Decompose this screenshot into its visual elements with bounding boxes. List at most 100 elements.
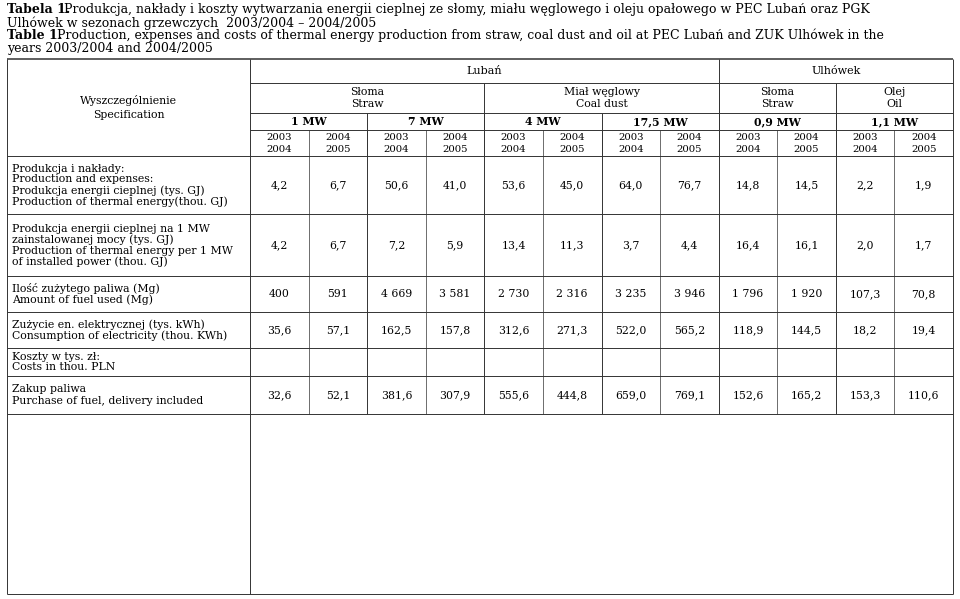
Text: 6,7: 6,7 [329,180,347,190]
Text: 2004: 2004 [677,132,702,141]
Text: Purchase of fuel, delivery included: Purchase of fuel, delivery included [12,395,204,406]
Text: 2003: 2003 [618,132,643,141]
Text: 381,6: 381,6 [381,390,412,400]
Text: Lubań: Lubań [467,66,502,76]
Text: 153,3: 153,3 [850,390,881,400]
Text: 3 581: 3 581 [440,289,470,299]
Text: 2005: 2005 [560,144,585,153]
Text: 5,9: 5,9 [446,240,464,250]
Text: 271,3: 271,3 [557,325,588,335]
Text: 50,6: 50,6 [384,180,409,190]
Text: 152,6: 152,6 [732,390,763,400]
Text: 4 669: 4 669 [381,289,412,299]
Text: 2004: 2004 [384,144,409,153]
Text: years 2003/2004 and 2004/2005: years 2003/2004 and 2004/2005 [7,42,213,55]
Text: 555,6: 555,6 [498,390,529,400]
Text: Ulhówek w sezonach grzewczych  2003/2004 – 2004/2005: Ulhówek w sezonach grzewczych 2003/2004 … [7,16,376,29]
Text: Tabela 1.: Tabela 1. [7,3,70,16]
Text: 1,9: 1,9 [915,180,932,190]
Text: 17,5 MW: 17,5 MW [633,116,687,127]
Text: 2005: 2005 [677,144,702,153]
Text: Production and expenses:: Production and expenses: [12,174,154,184]
Text: 3 946: 3 946 [674,289,705,299]
Text: 2 730: 2 730 [498,289,529,299]
Text: 2004: 2004 [735,144,760,153]
Text: 400: 400 [269,289,290,299]
Text: 659,0: 659,0 [615,390,646,400]
Text: Table 1.: Table 1. [7,29,62,42]
Text: 107,3: 107,3 [850,289,881,299]
Text: 2005: 2005 [794,144,819,153]
Text: 41,0: 41,0 [443,180,468,190]
Text: Wyszczególnienie: Wyszczególnienie [80,95,177,106]
Text: Zużycie en. elektrycznej (tys. kWh): Zużycie en. elektrycznej (tys. kWh) [12,319,204,330]
Text: 4,4: 4,4 [681,240,698,250]
Text: 2003: 2003 [384,132,409,141]
Text: 2004: 2004 [501,144,526,153]
Text: 2,0: 2,0 [856,240,874,250]
Text: Production of thermal energy(thou. GJ): Production of thermal energy(thou. GJ) [12,196,228,207]
Text: 2003: 2003 [267,132,292,141]
Text: Koszty w tys. zł:: Koszty w tys. zł: [12,352,100,362]
Text: Słoma
Straw: Słoma Straw [760,87,794,109]
Text: Production, expenses and costs of thermal energy production from straw, coal dus: Production, expenses and costs of therma… [53,29,884,43]
Text: 3,7: 3,7 [622,240,639,250]
Text: 53,6: 53,6 [501,180,526,190]
Text: 35,6: 35,6 [267,325,292,335]
Text: 2004: 2004 [325,132,350,141]
Text: Produkcja energii cieplnej (tys. GJ): Produkcja energii cieplnej (tys. GJ) [12,185,204,196]
Text: 1 796: 1 796 [732,289,763,299]
Text: 4,2: 4,2 [271,180,288,190]
Text: 18,2: 18,2 [852,325,877,335]
Text: 769,1: 769,1 [674,390,705,400]
Text: 2005: 2005 [911,144,936,153]
Text: 312,6: 312,6 [498,325,529,335]
Text: 165,2: 165,2 [791,390,822,400]
Text: 2004: 2004 [618,144,643,153]
Text: 2004: 2004 [794,132,819,141]
Text: 2,2: 2,2 [856,180,874,190]
Text: 2003: 2003 [735,132,760,141]
Text: 2003: 2003 [501,132,526,141]
Text: 0,9 MW: 0,9 MW [754,116,801,127]
Text: 2004: 2004 [911,132,937,141]
Text: Ilość zużytego paliwa (Mg): Ilość zużytego paliwa (Mg) [12,283,159,294]
Text: 307,9: 307,9 [440,390,470,400]
Text: 32,6: 32,6 [267,390,292,400]
Text: 7,2: 7,2 [388,240,405,250]
Text: 3 235: 3 235 [615,289,646,299]
Text: Ulhówek: Ulhówek [811,66,860,76]
Text: Zakup paliwa: Zakup paliwa [12,385,86,395]
Text: 16,4: 16,4 [735,240,760,250]
Text: Olej
Oil: Olej Oil [883,87,905,109]
Text: Miał węglowy
Coal dust: Miał węglowy Coal dust [564,87,639,109]
Text: 110,6: 110,6 [908,390,940,400]
Text: 6,7: 6,7 [329,240,347,250]
Text: zainstalowanej mocy (tys. GJ): zainstalowanej mocy (tys. GJ) [12,234,174,245]
Text: 2 316: 2 316 [557,289,588,299]
Text: Słoma
Straw: Słoma Straw [350,87,384,109]
Text: 16,1: 16,1 [794,240,819,250]
Text: 118,9: 118,9 [732,325,763,335]
Text: 14,8: 14,8 [735,180,760,190]
Text: Costs in thou. PLN: Costs in thou. PLN [12,362,115,373]
Text: 14,5: 14,5 [795,180,819,190]
Text: 13,4: 13,4 [501,240,526,250]
Text: 4,2: 4,2 [271,240,288,250]
Text: Produkcja, nakłady i koszty wytwarzania energii cieplnej ze słomy, miału węglowe: Produkcja, nakłady i koszty wytwarzania … [60,3,870,16]
Text: 1,7: 1,7 [915,240,932,250]
Text: Produkcja i nakłady:: Produkcja i nakłady: [12,164,125,174]
Text: of installed power (thou. GJ): of installed power (thou. GJ) [12,256,168,267]
Text: 591: 591 [327,289,348,299]
Text: 2005: 2005 [443,144,468,153]
Text: 57,1: 57,1 [325,325,350,335]
Text: 76,7: 76,7 [677,180,702,190]
Text: 2005: 2005 [325,144,350,153]
Text: 157,8: 157,8 [440,325,470,335]
Text: 45,0: 45,0 [560,180,585,190]
Text: 2003: 2003 [852,132,878,141]
Text: 2004: 2004 [560,132,585,141]
Text: 4 MW: 4 MW [525,116,561,127]
Text: 522,0: 522,0 [615,325,646,335]
Text: 444,8: 444,8 [557,390,588,400]
